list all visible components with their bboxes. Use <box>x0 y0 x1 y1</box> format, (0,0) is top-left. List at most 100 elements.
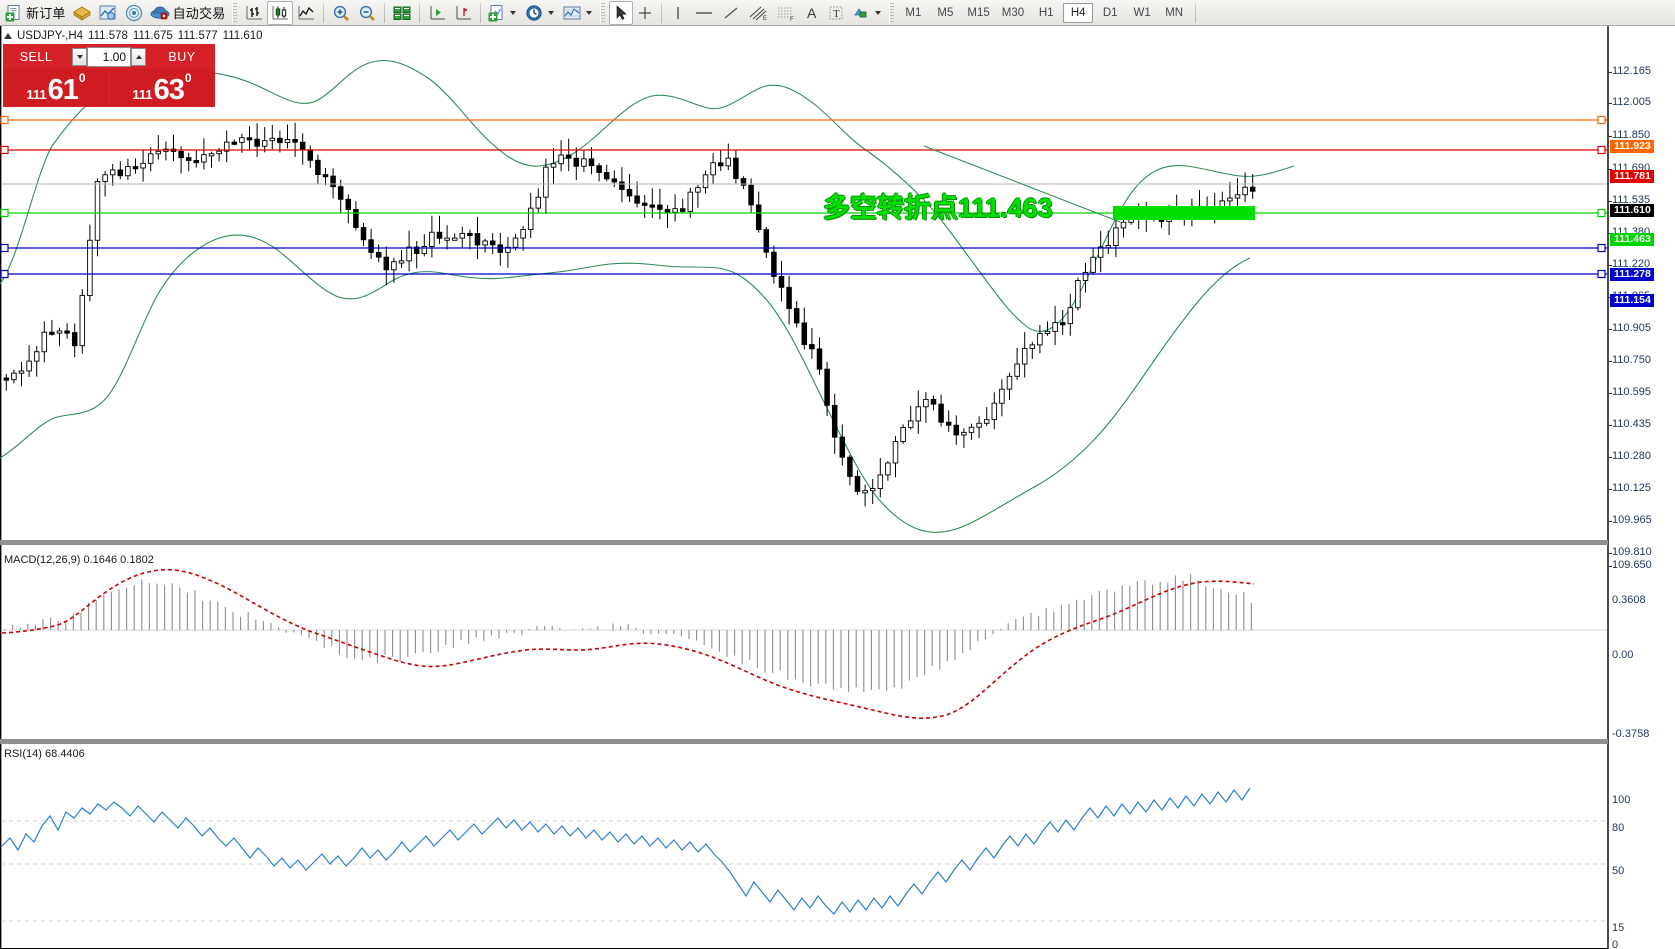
price-level-lines[interactable] <box>0 115 1607 279</box>
cursor-button[interactable] <box>609 0 634 25</box>
chart-canvas[interactable] <box>0 26 1675 949</box>
candle-bullish <box>1090 256 1096 273</box>
volume-control[interactable]: 1.00 <box>69 44 149 69</box>
level-handle-left[interactable] <box>0 115 9 125</box>
candle-bullish <box>201 154 207 163</box>
macd-tick: 0.3608 <box>1612 594 1646 606</box>
candle-bullish <box>56 330 63 334</box>
volume-input[interactable]: 1.00 <box>87 46 131 67</box>
toolbar-grip-2[interactable] <box>600 2 606 23</box>
level-price-label-pivot[interactable]: 111.463 <box>1610 233 1654 246</box>
level-price-label-current-price[interactable]: 111.610 <box>1610 204 1654 217</box>
toolbar-grip[interactable] <box>232 2 238 23</box>
new-chart-icon <box>488 4 503 21</box>
toolbar-grip-3[interactable] <box>889 2 895 23</box>
chart-area[interactable]: MACD(12,26,9) 0.1646 0.1802 RSI(14) 68.4… <box>0 26 1675 949</box>
horizontal-line-button[interactable] <box>690 1 718 25</box>
bar-chart-button[interactable] <box>241 1 267 25</box>
level-handle-left[interactable] <box>0 243 9 253</box>
chart-shift-button[interactable] <box>450 1 476 25</box>
volume-increment-button[interactable] <box>131 47 146 66</box>
buy-price[interactable]: 111 63 0 <box>110 69 214 106</box>
line-chart-button[interactable] <box>293 1 319 25</box>
pivot-highlight-rect[interactable] <box>1113 206 1255 220</box>
candle-bearish <box>353 209 359 228</box>
chart-annotation-text[interactable]: 多空转折点111.463 <box>823 193 1053 223</box>
timeframe-m30-button[interactable]: M30 <box>1001 6 1025 19</box>
new-chart-button[interactable] <box>485 1 509 25</box>
tile-windows-button[interactable] <box>389 1 415 25</box>
new-chart-dropdown-arrow[interactable] <box>510 10 517 15</box>
ohlc-high: 111.675 <box>132 30 173 42</box>
collapse-triangle-icon[interactable] <box>4 33 12 39</box>
period-button[interactable] <box>521 1 547 25</box>
level-handle-left[interactable] <box>0 269 9 279</box>
timeframe-d1-button[interactable]: D1 <box>1102 6 1118 19</box>
level-handle[interactable] <box>1597 115 1606 125</box>
candle-bullish <box>429 231 435 247</box>
expert-advisors-button[interactable] <box>69 1 95 25</box>
new-order-button[interactable]: 新订单 <box>2 1 69 25</box>
level-price-label-support[interactable]: 111.278 <box>1610 268 1654 281</box>
level-price-label-support[interactable]: 111.154 <box>1610 294 1654 307</box>
signals-button[interactable] <box>121 1 147 25</box>
candle-bearish <box>193 160 200 164</box>
indicators-dropdown-arrow[interactable] <box>586 10 593 15</box>
timeframe-h4-button[interactable]: H4 <box>1063 2 1094 23</box>
candlestick-chart-icon <box>272 5 289 19</box>
candle-bearish <box>467 232 473 237</box>
sell-price[interactable]: 111 61 0 <box>4 69 108 106</box>
auto-scroll-button[interactable] <box>424 1 450 25</box>
timeframe-m1-button[interactable]: M1 <box>905 6 922 19</box>
trendline-button[interactable] <box>718 1 744 25</box>
pane-separator-rsi[interactable] <box>0 739 1608 744</box>
level-handle-left[interactable] <box>0 145 9 155</box>
period-dropdown-arrow[interactable] <box>548 10 555 15</box>
candle-bearish <box>733 157 739 179</box>
fibonacci-button[interactable]: F <box>772 1 800 25</box>
market-button[interactable]: 自动交易 <box>147 1 229 25</box>
candle-bullish <box>391 261 397 271</box>
candle-bearish <box>801 322 808 346</box>
candle-bearish <box>436 231 443 239</box>
level-price-label-resistance[interactable]: 111.781 <box>1610 170 1654 183</box>
candle-bearish <box>793 308 800 324</box>
shapes-dropdown-arrow[interactable] <box>875 10 882 15</box>
candle-bullish <box>983 419 990 424</box>
level-price-label-resistance[interactable]: 111.923 <box>1610 140 1654 153</box>
shapes-button[interactable] <box>848 1 874 25</box>
one-click-trading-panel[interactable]: SELL 1.00 BUY 111 61 0 111 <box>3 44 215 107</box>
candle-bullish <box>451 237 458 241</box>
text-button[interactable]: A <box>800 1 824 25</box>
price-tick: 109.965 <box>1612 514 1652 526</box>
zoom-in-button[interactable] <box>328 1 354 25</box>
rsi-tick: 100 <box>1612 794 1631 806</box>
level-handle-left[interactable] <box>0 208 9 218</box>
candlestick-chart-button[interactable] <box>267 0 294 25</box>
candle-bullish <box>862 490 868 494</box>
level-handle[interactable] <box>1597 208 1606 218</box>
sell-button[interactable]: SELL <box>3 44 69 69</box>
candle-bearish <box>626 189 633 197</box>
timeframe-mn-button[interactable]: MN <box>1165 6 1184 19</box>
vertical-line-button[interactable] <box>666 1 690 25</box>
timeframe-m15-button[interactable]: M15 <box>967 6 990 19</box>
equidistant-channel-button[interactable]: E <box>744 1 772 25</box>
timeframe-m5-button[interactable]: M5 <box>937 6 954 19</box>
crosshair-button[interactable] <box>633 1 657 25</box>
pane-separator-macd[interactable] <box>0 540 1608 545</box>
timeframe-w1-button[interactable]: W1 <box>1133 6 1151 19</box>
candle-bullish <box>208 153 215 157</box>
indicators-button[interactable] <box>559 1 585 25</box>
data-window-button[interactable] <box>95 1 121 25</box>
buy-button[interactable]: BUY <box>149 44 215 69</box>
volume-decrement-button[interactable] <box>72 47 87 66</box>
level-handle[interactable] <box>1597 145 1606 155</box>
level-handle[interactable] <box>1597 269 1606 279</box>
zoom-out-button[interactable] <box>354 1 380 25</box>
text-label-button[interactable]: T <box>824 1 848 25</box>
candle-bearish <box>178 150 184 159</box>
level-handle[interactable] <box>1597 243 1606 253</box>
timeframe-h1-button[interactable]: H1 <box>1038 6 1054 19</box>
candle-bullish <box>535 196 542 209</box>
